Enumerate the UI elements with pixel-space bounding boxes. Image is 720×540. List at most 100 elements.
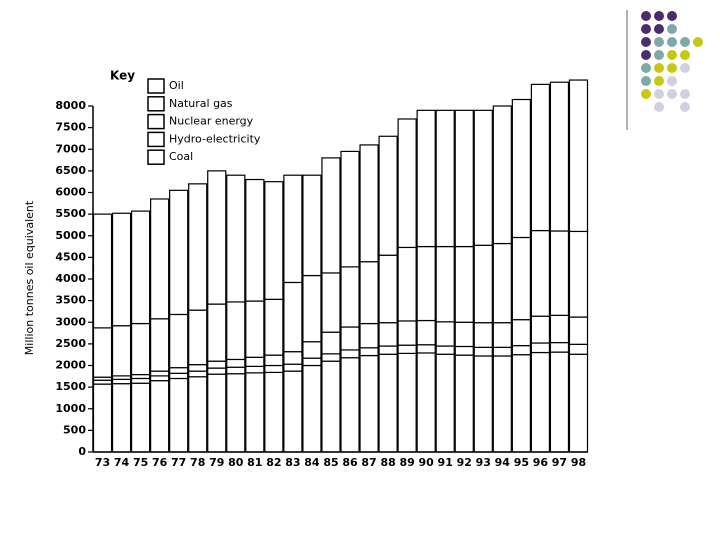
bar-segment: [207, 360, 227, 369]
x-tick-label: 87: [361, 456, 376, 469]
bar-segment: [397, 320, 417, 346]
bar-segment: [435, 353, 455, 453]
bar-segment: [169, 189, 189, 316]
x-tick-label: 77: [171, 456, 186, 469]
y-tick-label: 4000: [55, 272, 86, 285]
bar-segment: [492, 242, 512, 324]
bar-segment: [340, 349, 360, 359]
bar-segment: [568, 230, 589, 318]
bar-segment: [283, 370, 303, 453]
bar-segment: [321, 157, 341, 274]
x-tick-label: 83: [285, 456, 300, 469]
bar-segment: [245, 372, 265, 453]
y-tick-label: 4500: [55, 250, 86, 263]
bar-segment: [226, 366, 246, 375]
bar-segment: [321, 272, 341, 333]
bar-segment: [169, 372, 189, 380]
bar-segment: [549, 341, 570, 353]
y-tick-label: 6000: [55, 186, 86, 199]
bar-segment: [378, 135, 398, 256]
decoration: [626, 10, 703, 130]
bar-segment: [359, 354, 379, 453]
bar-segment: [473, 109, 493, 246]
bar-segment: [416, 344, 436, 354]
x-tick-label: 90: [419, 456, 435, 469]
bar-segment: [473, 322, 493, 348]
bar-segment: [549, 81, 570, 232]
bar-segment: [169, 377, 189, 453]
bar-segment: [473, 346, 493, 357]
x-tick-label: 94: [495, 456, 511, 469]
y-tick-label: 7500: [55, 121, 86, 134]
x-tick-label: 84: [304, 456, 320, 469]
bar-segment: [188, 364, 208, 372]
bar-segment: [359, 261, 379, 325]
x-tick-label: 79: [209, 456, 224, 469]
legend-title: Key: [110, 69, 135, 83]
bar-segment: [378, 345, 398, 355]
x-tick-label: 74: [114, 456, 130, 469]
bar-segment: [359, 322, 379, 349]
bar-segment: [435, 109, 455, 248]
bar-segment: [264, 371, 284, 453]
y-tick-label: 5000: [55, 229, 86, 242]
y-tick-label: 3500: [55, 294, 86, 307]
bar-segment: [92, 213, 113, 329]
x-tick-label: 76: [152, 456, 168, 469]
bar-segment: [321, 353, 341, 362]
bar-segment: [359, 144, 379, 263]
bar-segment: [302, 174, 322, 277]
bar-segment: [492, 346, 512, 357]
bar-segment: [435, 345, 455, 355]
bar-segment: [226, 358, 246, 368]
y-axis-label: Million tonnes oil equivalent: [23, 200, 36, 355]
bar-segment: [207, 170, 227, 305]
bar-segment: [264, 364, 284, 374]
bar-segment: [492, 105, 512, 245]
legend-swatch: [147, 131, 165, 148]
x-tick-label: 89: [399, 456, 414, 469]
x-tick-label: 81: [247, 456, 262, 469]
bar-segment: [454, 321, 474, 348]
x-tick-label: 96: [533, 456, 549, 469]
bar-segment: [492, 355, 512, 453]
bar-segment: [416, 109, 436, 248]
bar-segment: [92, 327, 113, 378]
bar-segment: [150, 380, 170, 453]
bar-segment: [416, 319, 436, 346]
y-tick-label: 3000: [55, 315, 86, 328]
x-tick-label: 80: [228, 456, 244, 469]
x-tick-label: 98: [571, 456, 586, 469]
y-tick-label: 500: [63, 423, 86, 436]
bar-segment: [130, 210, 151, 325]
bar-segment: [454, 109, 474, 248]
bar-segment: [378, 353, 398, 453]
bar-segment: [207, 367, 227, 375]
bar-segment: [340, 357, 360, 453]
x-tick-label: 82: [266, 456, 281, 469]
bar-segment: [530, 83, 551, 232]
legend-label: Hydro-electricity: [169, 132, 261, 145]
bar-segment: [511, 354, 531, 453]
bar-segment: [397, 246, 417, 322]
x-tick-label: 86: [342, 456, 358, 469]
bar-segment: [130, 382, 151, 453]
bar-segment: [492, 322, 512, 348]
bar-segment: [111, 325, 132, 377]
bar-segment: [454, 245, 474, 323]
y-tick-label: 1000: [55, 402, 86, 415]
bar-segment: [283, 174, 303, 284]
bar-segment: [264, 181, 284, 300]
bar-segment: [378, 322, 398, 347]
bar-segment: [530, 342, 551, 354]
bar-segment: [530, 351, 551, 453]
bar-segment: [226, 174, 246, 303]
bar-segment: [511, 319, 531, 347]
y-tick-label: 6500: [55, 164, 86, 177]
bar-segment: [264, 354, 284, 367]
bar-segment: [150, 370, 170, 377]
legend-swatch: [147, 96, 165, 112]
y-tick-label: 7000: [55, 142, 86, 155]
bar-segment: [207, 373, 227, 453]
legend-swatch: [147, 149, 165, 165]
